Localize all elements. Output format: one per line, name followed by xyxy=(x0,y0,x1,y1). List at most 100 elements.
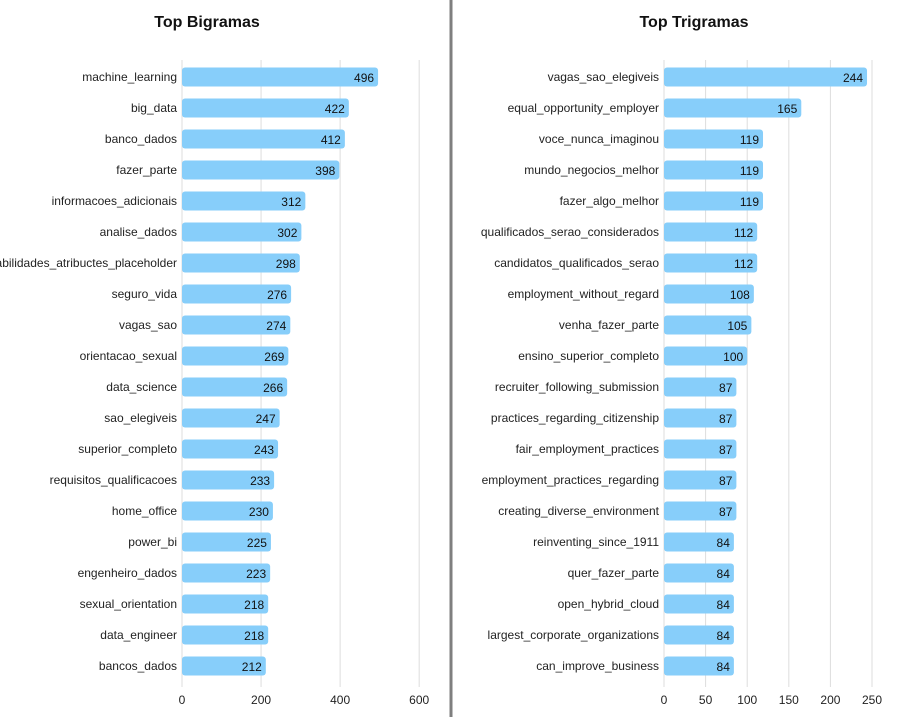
category-label: voce_nunca_imaginou xyxy=(539,132,659,146)
category-label: fair_employment_practices xyxy=(516,442,659,456)
category-label: reinventing_since_1911 xyxy=(533,535,659,549)
data-label: 87 xyxy=(719,412,733,426)
bar xyxy=(664,532,734,552)
bar xyxy=(182,408,280,428)
bar xyxy=(664,346,748,366)
data-label: 496 xyxy=(354,71,374,85)
data-label: 108 xyxy=(730,288,750,302)
x-tick-label: 100 xyxy=(737,693,757,707)
bar xyxy=(664,160,764,180)
x-tick-label: 0 xyxy=(179,693,186,707)
category-label: employment_without_regard xyxy=(508,287,659,301)
category-label: equal_opportunity_employer xyxy=(508,101,659,115)
category-label: seguro_vida xyxy=(112,287,178,301)
bar xyxy=(182,563,271,583)
category-label: responsabilidades_atribuctes_placeholder xyxy=(0,256,177,270)
category-label: engenheiro_dados xyxy=(78,566,177,580)
category-label: candidatos_qualificados_serao xyxy=(494,256,659,270)
data-label: 233 xyxy=(250,474,270,488)
data-label: 274 xyxy=(266,319,286,333)
category-label: vagas_sao_elegiveis xyxy=(548,70,659,84)
category-label: fazer_parte xyxy=(116,163,177,177)
bar xyxy=(664,191,764,211)
category-label: data_engineer xyxy=(100,628,177,642)
data-label: 84 xyxy=(717,598,731,612)
data-label: 87 xyxy=(719,443,733,457)
category-label: creating_diverse_environment xyxy=(498,504,659,518)
bar xyxy=(182,377,288,397)
data-label: 84 xyxy=(717,660,731,674)
bar xyxy=(182,129,345,149)
category-label: sao_elegiveis xyxy=(104,411,177,425)
data-label: 119 xyxy=(740,164,759,178)
data-label: 302 xyxy=(277,226,297,240)
data-label: 87 xyxy=(719,381,733,395)
bar xyxy=(182,67,379,87)
bar xyxy=(664,501,737,521)
data-label: 398 xyxy=(315,164,335,178)
data-label: 84 xyxy=(717,629,731,643)
bar xyxy=(182,222,302,242)
category-label: home_office xyxy=(112,504,177,518)
data-label: 225 xyxy=(247,536,267,550)
chart-title: Top Trigramas xyxy=(639,14,748,31)
data-label: 247 xyxy=(256,412,276,426)
bar xyxy=(182,346,289,366)
data-label: 422 xyxy=(325,102,345,116)
x-tick-label: 0 xyxy=(661,693,668,707)
data-label: 269 xyxy=(264,350,284,364)
data-label: 276 xyxy=(267,288,287,302)
bar xyxy=(182,470,275,490)
bar xyxy=(664,377,737,397)
bar xyxy=(664,98,802,118)
category-label: largest_corporate_organizations xyxy=(488,628,659,642)
bar xyxy=(182,284,292,304)
bar xyxy=(182,98,349,118)
category-label: orientacao_sexual xyxy=(80,349,177,363)
category-label: vagas_sao xyxy=(119,318,177,332)
category-label: requisitos_qualificacoes xyxy=(50,473,177,487)
bar xyxy=(664,439,737,459)
bar xyxy=(664,222,758,242)
data-label: 165 xyxy=(777,102,797,116)
x-tick-label: 250 xyxy=(862,693,882,707)
bar xyxy=(182,253,300,273)
category-label: power_bi xyxy=(128,535,177,549)
data-label: 266 xyxy=(263,381,283,395)
data-label: 243 xyxy=(254,443,274,457)
bar xyxy=(182,315,291,335)
bar xyxy=(664,253,758,273)
bar xyxy=(664,129,764,149)
x-tick-label: 400 xyxy=(330,693,350,707)
category-label: superior_completo xyxy=(78,442,177,456)
data-label: 105 xyxy=(727,319,747,333)
data-label: 119 xyxy=(740,195,759,209)
category-label: sexual_orientation xyxy=(80,597,177,611)
category-label: quer_fazer_parte xyxy=(568,566,660,580)
bar xyxy=(182,160,340,180)
data-label: 100 xyxy=(723,350,743,364)
data-label: 230 xyxy=(249,505,269,519)
data-label: 84 xyxy=(717,536,731,550)
data-label: 218 xyxy=(244,629,264,643)
data-label: 212 xyxy=(242,660,262,674)
x-tick-label: 150 xyxy=(779,693,799,707)
x-tick-label: 600 xyxy=(409,693,429,707)
category-label: big_data xyxy=(131,101,177,115)
category-label: recruiter_following_submission xyxy=(495,380,659,394)
category-label: practices_regarding_citizenship xyxy=(491,411,659,425)
data-label: 87 xyxy=(719,474,733,488)
category-label: qualificados_serao_considerados xyxy=(481,225,659,239)
bigram-chart: Top Bigramas 0 200 400 600 machine_learning 49… xyxy=(0,14,430,707)
bar xyxy=(664,625,734,645)
bar xyxy=(664,470,737,490)
bar xyxy=(182,532,271,552)
bar xyxy=(664,563,734,583)
category-label: mundo_negocios_melhor xyxy=(524,163,659,177)
category-label: banco_dados xyxy=(105,132,177,146)
data-label: 112 xyxy=(734,226,753,240)
bar xyxy=(182,191,306,211)
data-label: 112 xyxy=(734,257,753,271)
bar xyxy=(664,284,754,304)
bar xyxy=(182,625,269,645)
